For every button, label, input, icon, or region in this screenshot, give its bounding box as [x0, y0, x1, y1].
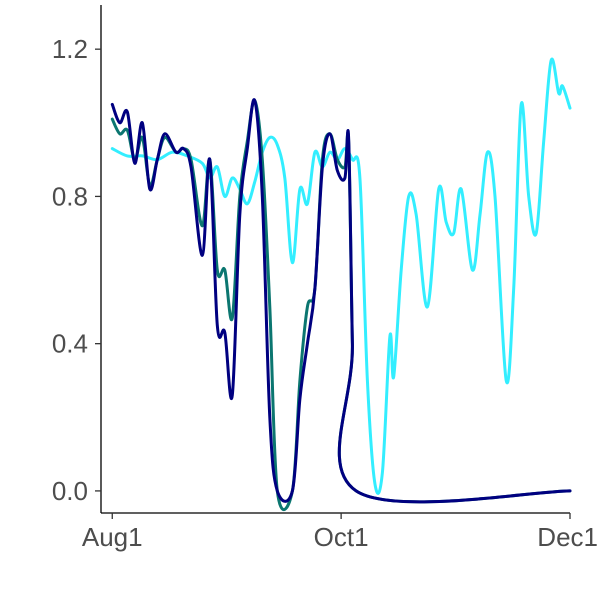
series-layer: [110, 57, 572, 512]
y-tick-label: 0.8: [52, 181, 88, 211]
y-tick-label: 1.2: [52, 34, 88, 64]
series-line-1: [110, 57, 572, 495]
x-tick-label: Oct1: [314, 522, 369, 552]
series-line-3: [110, 98, 572, 504]
y-axis-ticks: 0.0 0.4 0.8 1.2: [52, 34, 101, 506]
y-tick-label: 0.4: [52, 329, 88, 359]
x-axis-ticks: Aug1 Oct1 Dec1: [82, 513, 598, 552]
x-tick-label: Dec1: [537, 522, 598, 552]
y-tick-label: 0.0: [52, 476, 88, 506]
x-tick-label: Aug1: [82, 522, 143, 552]
